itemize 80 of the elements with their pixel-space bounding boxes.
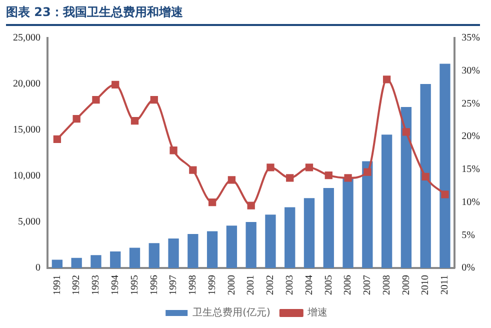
x-tick-label: 1991 [52,275,63,295]
y2-tick-label: 5% [462,230,476,241]
point [208,198,216,206]
point [305,164,314,172]
x-tick-label: 2009 [400,275,412,295]
y-tick-label: 10,000 [13,170,40,182]
bar [246,222,256,268]
point [150,96,158,104]
x-tick-label: 2000 [226,275,238,295]
x-tick-label: 2001 [246,275,257,295]
x-tick-label: 1995 [129,275,140,295]
point [112,80,120,88]
point [402,128,410,136]
bar [110,251,121,268]
point [324,172,332,180]
x-tick-label: 1998 [188,275,199,295]
y-tick-label: 0 [36,262,40,274]
bar [188,234,198,268]
chart-title: 图表 23：我国卫生总费用和增速 [6,4,480,26]
point [72,115,80,123]
point [382,76,391,84]
x-tick-label: 2007 [362,275,374,295]
x-tick-label: 2006 [342,275,354,295]
x-tick-label: 1993 [90,275,102,295]
point [286,174,294,182]
legend-label: 增速 [306,306,328,319]
bar [304,198,315,268]
point [344,174,352,182]
x-tick-label: 1999 [206,275,218,295]
y2-tick-label: 20% [462,131,480,142]
point [228,176,236,184]
y2-tick-label: 15% [462,164,480,176]
y-tick-label: 5,000 [18,216,40,228]
x-tick-label: 1994 [110,275,121,295]
point [92,96,100,104]
y-tick-label: 15,000 [13,124,40,136]
y2-tick-label: 0% [462,262,476,274]
x-tick-label: 2003 [284,275,296,295]
bar [342,178,354,268]
bar [129,248,140,268]
bar [440,64,450,268]
x-tick-label: 2008 [381,275,392,295]
y2-tick-label: 35% [462,32,480,44]
point [422,172,430,180]
point [441,190,449,198]
bar [168,238,179,268]
y2-tick-label: 25% [462,98,480,110]
x-tick-label: 1992 [71,275,82,295]
x-tick-label: 2004 [304,275,315,295]
point [53,135,62,144]
x-tick-label: 1997 [168,275,180,295]
bar [323,188,334,268]
bar [226,226,238,268]
point [247,202,255,210]
bar [362,161,373,268]
x-tick-label: 2002 [265,275,276,295]
bar [400,107,412,268]
bar [284,207,296,268]
bar [206,231,218,268]
point [170,146,178,154]
x-tick-label: 1996 [148,275,160,295]
bar [265,214,276,268]
point [266,164,274,172]
bar [381,134,392,268]
y2-tick-label: 30% [462,65,480,76]
bar [148,243,160,268]
legend-label: 卫生总费用(亿元) [192,306,270,319]
y-tick-label: 25,000 [13,32,40,44]
x-tick-label: 2005 [323,275,334,295]
bar [71,258,82,268]
x-tick-label: 2010 [420,275,432,295]
bar [90,255,102,268]
x-tick-label: 2011 [440,275,451,295]
bar [420,84,431,268]
point [189,166,197,174]
y-tick-label: 20,000 [13,78,40,90]
y2-tick-label: 10% [462,196,480,208]
point [130,116,139,125]
point [364,168,372,176]
bar [52,260,63,268]
